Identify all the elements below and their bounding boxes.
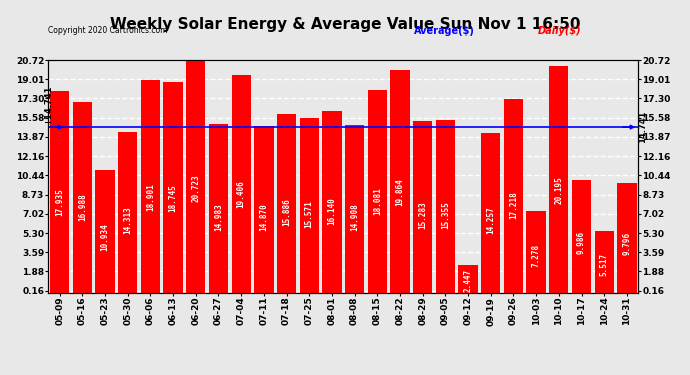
Bar bbox=[413, 121, 433, 292]
Text: 18.745: 18.745 bbox=[168, 184, 177, 212]
Bar bbox=[186, 60, 206, 292]
Bar bbox=[277, 114, 296, 292]
Text: 14.313: 14.313 bbox=[124, 206, 132, 234]
Bar bbox=[436, 120, 455, 292]
Bar bbox=[322, 111, 342, 292]
Bar bbox=[504, 99, 523, 292]
Text: Daily($): Daily($) bbox=[538, 26, 582, 36]
Text: 15.283: 15.283 bbox=[418, 201, 427, 229]
Text: 19.864: 19.864 bbox=[395, 178, 404, 206]
Text: 15.355: 15.355 bbox=[441, 201, 450, 229]
Text: 20.723: 20.723 bbox=[191, 174, 200, 202]
Bar bbox=[345, 125, 364, 292]
Text: 14.257: 14.257 bbox=[486, 207, 495, 234]
Text: +14.741: +14.741 bbox=[43, 86, 53, 125]
Text: 9.986: 9.986 bbox=[577, 231, 586, 254]
Bar bbox=[164, 82, 183, 292]
Text: 7.278: 7.278 bbox=[531, 244, 541, 267]
Bar bbox=[481, 132, 500, 292]
Text: 5.517: 5.517 bbox=[600, 253, 609, 276]
Bar bbox=[118, 132, 137, 292]
Bar bbox=[232, 75, 250, 292]
Text: Average($): Average($) bbox=[414, 26, 475, 36]
Bar bbox=[595, 231, 614, 292]
Text: 15.886: 15.886 bbox=[282, 198, 291, 226]
Bar bbox=[95, 170, 115, 292]
Text: 18.081: 18.081 bbox=[373, 188, 382, 215]
Bar bbox=[50, 91, 69, 292]
Text: 20.195: 20.195 bbox=[554, 177, 563, 204]
Text: 14.870: 14.870 bbox=[259, 204, 268, 231]
Text: 16.140: 16.140 bbox=[328, 197, 337, 225]
Text: 16.988: 16.988 bbox=[78, 193, 87, 220]
Bar bbox=[72, 102, 92, 292]
Text: 15.571: 15.571 bbox=[305, 200, 314, 228]
Bar bbox=[209, 124, 228, 292]
Bar bbox=[618, 183, 637, 292]
Text: 19.406: 19.406 bbox=[237, 181, 246, 209]
Bar bbox=[141, 80, 160, 292]
Text: 14.741: 14.741 bbox=[638, 111, 647, 143]
Bar bbox=[391, 70, 410, 292]
Bar bbox=[549, 66, 569, 292]
Bar bbox=[458, 265, 477, 292]
Text: 10.934: 10.934 bbox=[101, 224, 110, 251]
Text: Weekly Solar Energy & Average Value Sun Nov 1 16:50: Weekly Solar Energy & Average Value Sun … bbox=[110, 17, 580, 32]
Text: 14.983: 14.983 bbox=[214, 203, 223, 231]
Bar bbox=[368, 90, 387, 292]
Text: 18.901: 18.901 bbox=[146, 183, 155, 211]
Bar bbox=[254, 126, 273, 292]
Text: 9.796: 9.796 bbox=[622, 231, 631, 255]
Text: 17.935: 17.935 bbox=[55, 188, 64, 216]
Text: 2.447: 2.447 bbox=[464, 268, 473, 292]
Text: Copyright 2020 Cartronics.com: Copyright 2020 Cartronics.com bbox=[48, 26, 168, 35]
Bar bbox=[526, 211, 546, 292]
Bar bbox=[299, 118, 319, 292]
Text: 14.908: 14.908 bbox=[350, 203, 359, 231]
Bar bbox=[572, 180, 591, 292]
Text: 17.218: 17.218 bbox=[509, 192, 518, 219]
